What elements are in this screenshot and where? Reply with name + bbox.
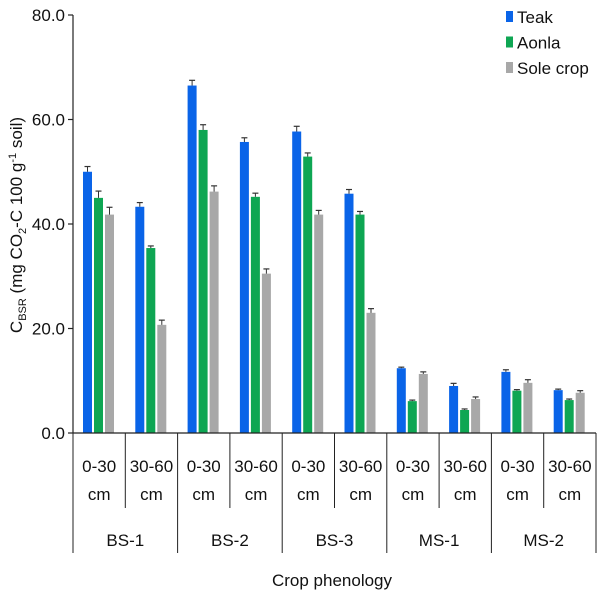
bar-teak <box>449 385 459 433</box>
depth-unit-label: cm <box>192 485 215 504</box>
bar-sole-crop <box>523 382 533 433</box>
bars <box>83 79 585 433</box>
depth-label: 30-60 <box>548 457 591 476</box>
group-label: BS-3 <box>316 531 354 550</box>
y-axis: 0.0 20.0 40.0 60.0 80.0 <box>32 6 74 443</box>
legend-label: Sole crop <box>517 59 589 78</box>
bar-aonla <box>198 129 208 433</box>
depth-label: 30-60 <box>234 457 277 476</box>
group-label: BS-1 <box>106 531 144 550</box>
y-tick-label: 0.0 <box>41 424 65 443</box>
group-label: MS-1 <box>419 531 460 550</box>
bar-teak <box>396 368 406 433</box>
bar-sole-crop <box>471 399 481 433</box>
bar-teak <box>83 171 92 433</box>
bar-aonla <box>94 197 103 433</box>
y-axis-label: CBSR (mg CO2-C 100 g-1 soil) <box>7 117 29 333</box>
legend-swatch <box>506 62 513 73</box>
depth-label: 0-30 <box>82 457 116 476</box>
depth-label: 0-30 <box>187 457 221 476</box>
depth-unit-label: cm <box>454 485 477 504</box>
legend-swatch <box>506 36 513 48</box>
bar-aonla <box>355 214 365 433</box>
y-tick-label: 40.0 <box>32 215 65 234</box>
y-tick-label: 20.0 <box>32 320 65 339</box>
y-tick-label: 80.0 <box>32 6 65 25</box>
bar-sole-crop <box>261 273 271 433</box>
bar-sole-crop <box>366 312 376 433</box>
bar-teak <box>292 131 302 433</box>
bar-aonla <box>460 410 470 433</box>
legend: Teak Aonla Sole crop <box>506 8 589 78</box>
depth-unit-label: cm <box>402 485 425 504</box>
bar-aonla <box>512 390 522 433</box>
depth-unit-label: cm <box>88 485 111 504</box>
bar-sole-crop <box>209 191 219 433</box>
depth-unit-label: cm <box>506 485 529 504</box>
legend-label: Teak <box>517 8 553 27</box>
depth-unit-label: cm <box>297 485 320 504</box>
bar-sole-crop <box>418 373 428 433</box>
bar-teak <box>553 390 563 433</box>
depth-unit-label: cm <box>349 485 372 504</box>
depth-label: 30-60 <box>130 457 173 476</box>
x-axis-label: Crop phenology <box>272 571 393 590</box>
bar-teak <box>187 85 197 433</box>
depth-label: 30-60 <box>444 457 487 476</box>
bar-teak <box>501 371 511 433</box>
group-label: BS-2 <box>211 531 249 550</box>
legend-label: Aonla <box>517 34 561 53</box>
bar-sole-crop <box>314 214 324 433</box>
bar-sole-crop <box>575 392 585 433</box>
bar-aonla <box>250 196 260 433</box>
bar-teak <box>135 206 145 433</box>
depth-label: 0-30 <box>396 457 430 476</box>
depth-label: 0-30 <box>501 457 535 476</box>
depth-unit-label: cm <box>559 485 582 504</box>
bar-aonla <box>146 248 156 433</box>
group-label: MS-2 <box>523 531 564 550</box>
bar-sole-crop <box>105 214 114 433</box>
x-axis: BS-1 0-30 cm 30-60 cm BS-2 0-30 cm 30-60 cm BS-3 0-… <box>72 432 597 553</box>
depth-label: 0-30 <box>291 457 325 476</box>
legend-swatch <box>506 11 513 22</box>
bar-aonla <box>407 401 417 433</box>
depth-unit-label: cm <box>140 485 163 504</box>
bar-sole-crop <box>157 324 167 433</box>
depth-unit-label: cm <box>245 485 268 504</box>
bar-aonla <box>303 156 313 433</box>
y-tick-label: 60.0 <box>32 111 65 130</box>
bar-aonla <box>564 400 574 433</box>
depth-label: 30-60 <box>339 457 382 476</box>
bar-teak <box>344 193 354 433</box>
bar-teak <box>239 141 249 433</box>
